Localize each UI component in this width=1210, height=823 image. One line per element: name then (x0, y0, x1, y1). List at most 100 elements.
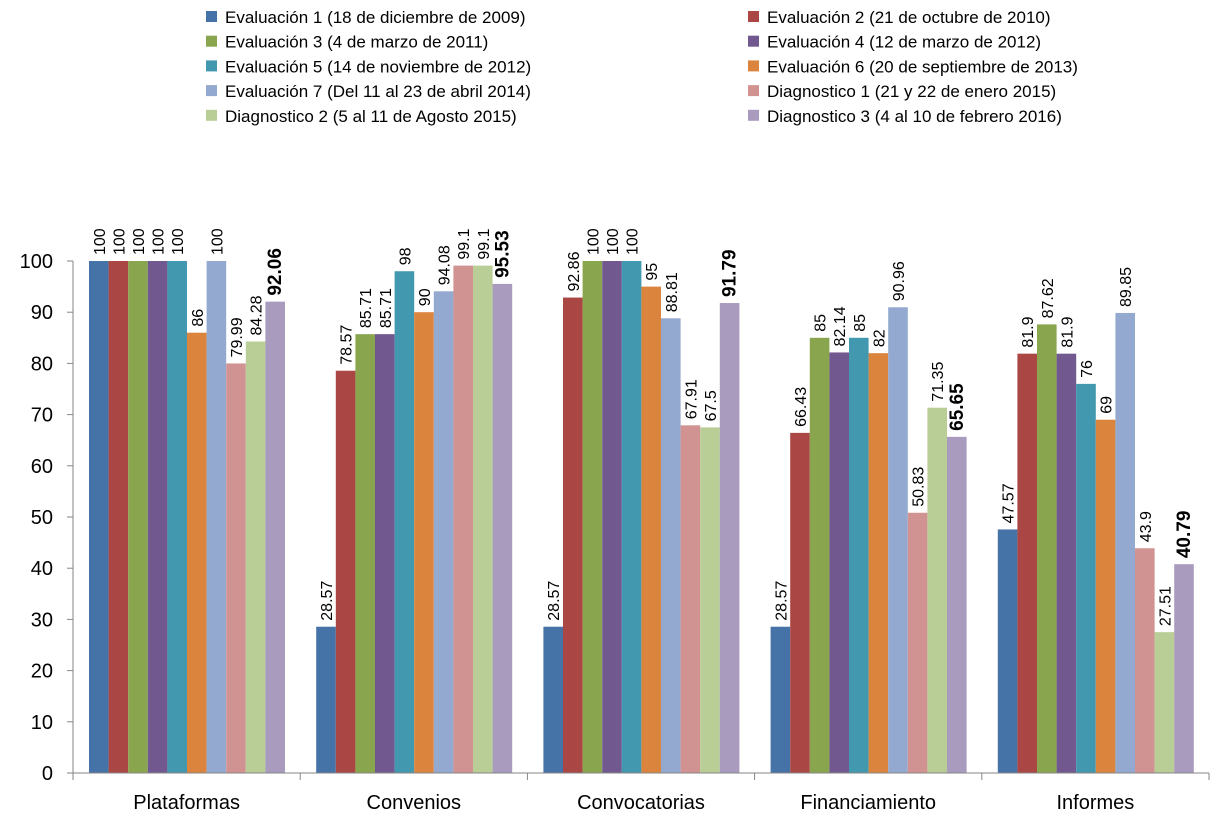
data-label: 100 (209, 228, 226, 255)
bar (187, 332, 207, 773)
legend-item: Evaluación 1 (18 de diciembre de 2009) (206, 8, 526, 27)
legend-item: Diagnostico 2 (5 al 11 de Agosto 2015) (206, 107, 517, 126)
x-tick-label: Financiamiento (800, 792, 936, 814)
x-tick-label: Convocatorias (577, 792, 705, 814)
data-label: 95.53 (492, 230, 513, 278)
data-label: 65.65 (947, 383, 968, 431)
bar (809, 337, 830, 773)
data-label: 100 (131, 228, 148, 255)
bar (888, 307, 908, 773)
data-label: 84.28 (249, 295, 266, 335)
bar (907, 512, 928, 773)
bar (1135, 548, 1155, 773)
bar (394, 271, 415, 773)
bar (997, 529, 1018, 773)
data-label: 27.51 (1157, 586, 1174, 626)
data-label: 100 (92, 228, 109, 255)
bar (89, 261, 109, 773)
legend-swatch (748, 109, 759, 121)
legend-label: Evaluación 6 (20 de septiembre de 2013) (767, 57, 1078, 76)
bars (89, 261, 1194, 773)
legend-label: Evaluación 4 (12 de marzo de 2012) (767, 33, 1041, 52)
bar (1174, 564, 1194, 773)
y-tick-label: 0 (42, 763, 53, 785)
legend-label: Diagnostico 3 (4 al 10 de febrero 2016) (767, 107, 1062, 126)
data-label: 81.9 (1059, 316, 1076, 347)
bar (473, 265, 493, 773)
data-label: 43.9 (1138, 511, 1155, 542)
data-label: 90 (417, 288, 434, 306)
legend-swatch (748, 60, 759, 72)
bar (1076, 383, 1096, 773)
bar (927, 407, 947, 773)
data-label: 28.57 (319, 581, 336, 621)
data-label: 28.57 (546, 581, 563, 621)
bar (1154, 632, 1175, 773)
bar (849, 337, 869, 773)
legend-swatch (748, 35, 759, 47)
x-tick-label: Informes (1056, 792, 1134, 814)
y-tick-label: 10 (31, 712, 53, 734)
data-label: 92.06 (265, 248, 286, 296)
legend: Evaluación 1 (18 de diciembre de 2009) Ev… (206, 8, 1078, 126)
bar (245, 341, 266, 773)
legend-item: Diagnostico 3 (4 al 10 de febrero 2016) (748, 107, 1062, 126)
legend-item: Evaluación 7 (Del 11 al 23 de abril 2014… (206, 82, 531, 101)
data-label: 100 (625, 228, 642, 255)
legend-swatch (206, 85, 217, 97)
bar (621, 261, 642, 773)
data-label: 87.62 (1040, 278, 1057, 318)
axes: 0 10 20 30 40 50 60 70 80 90 100 Plataformas Conveni… (20, 251, 1210, 814)
y-tick-label: 70 (31, 405, 53, 427)
y-tick-label: 50 (31, 507, 53, 529)
bar (829, 352, 849, 773)
data-label: 100 (170, 228, 187, 255)
legend-item: Evaluación 4 (12 de marzo de 2012) (748, 33, 1041, 52)
data-label: 85 (813, 314, 830, 332)
data-label: 78.57 (339, 325, 356, 365)
legend-swatch (748, 85, 759, 97)
bar (316, 626, 336, 773)
legend-item: Evaluación 3 (4 de marzo de 2011) (206, 33, 488, 52)
y-tick-label: 100 (20, 251, 53, 273)
data-label: 88.81 (664, 272, 681, 312)
data-label: 67.91 (683, 379, 700, 419)
bar (265, 301, 285, 773)
bar (147, 261, 168, 773)
y-tick-label: 80 (31, 353, 53, 375)
data-label: 71.35 (930, 362, 947, 402)
bar (492, 283, 513, 773)
data-label: 69 (1099, 396, 1116, 414)
legend-label: Evaluación 1 (18 de diciembre de 2009) (225, 8, 526, 27)
data-label: 50.83 (911, 467, 928, 507)
data-label: 89.85 (1118, 267, 1135, 307)
legend-label: Diagnostico 2 (5 al 11 de Agosto 2015) (225, 107, 517, 126)
data-label: 81.9 (1020, 316, 1037, 347)
data-label: 92.86 (566, 251, 583, 291)
data-label: 47.57 (1001, 483, 1018, 523)
data-label: 85.71 (358, 288, 375, 328)
bar (355, 334, 375, 773)
bar (641, 286, 661, 773)
bar (414, 312, 434, 773)
data-label: 90.96 (891, 261, 908, 301)
bar (335, 370, 356, 773)
data-label: 99.1 (456, 228, 473, 259)
bar (206, 261, 227, 773)
legend-label: Diagnostico 1 (21 y 22 de enero 2015) (767, 82, 1056, 101)
bar (602, 261, 622, 773)
y-tick-label: 60 (31, 456, 53, 478)
x-tick-label: Convenios (367, 792, 462, 814)
data-label: 95 (644, 263, 661, 281)
bar (543, 626, 563, 773)
data-label: 86 (190, 309, 207, 327)
bar (700, 427, 720, 773)
data-label: 82 (871, 329, 888, 347)
bar (1037, 324, 1057, 773)
y-tick-label: 90 (31, 302, 53, 324)
data-labels: 100 100 100 100 1008610079.9984.2892.0628.57… (92, 228, 1195, 626)
legend-swatch (206, 109, 217, 121)
bar (563, 297, 583, 773)
